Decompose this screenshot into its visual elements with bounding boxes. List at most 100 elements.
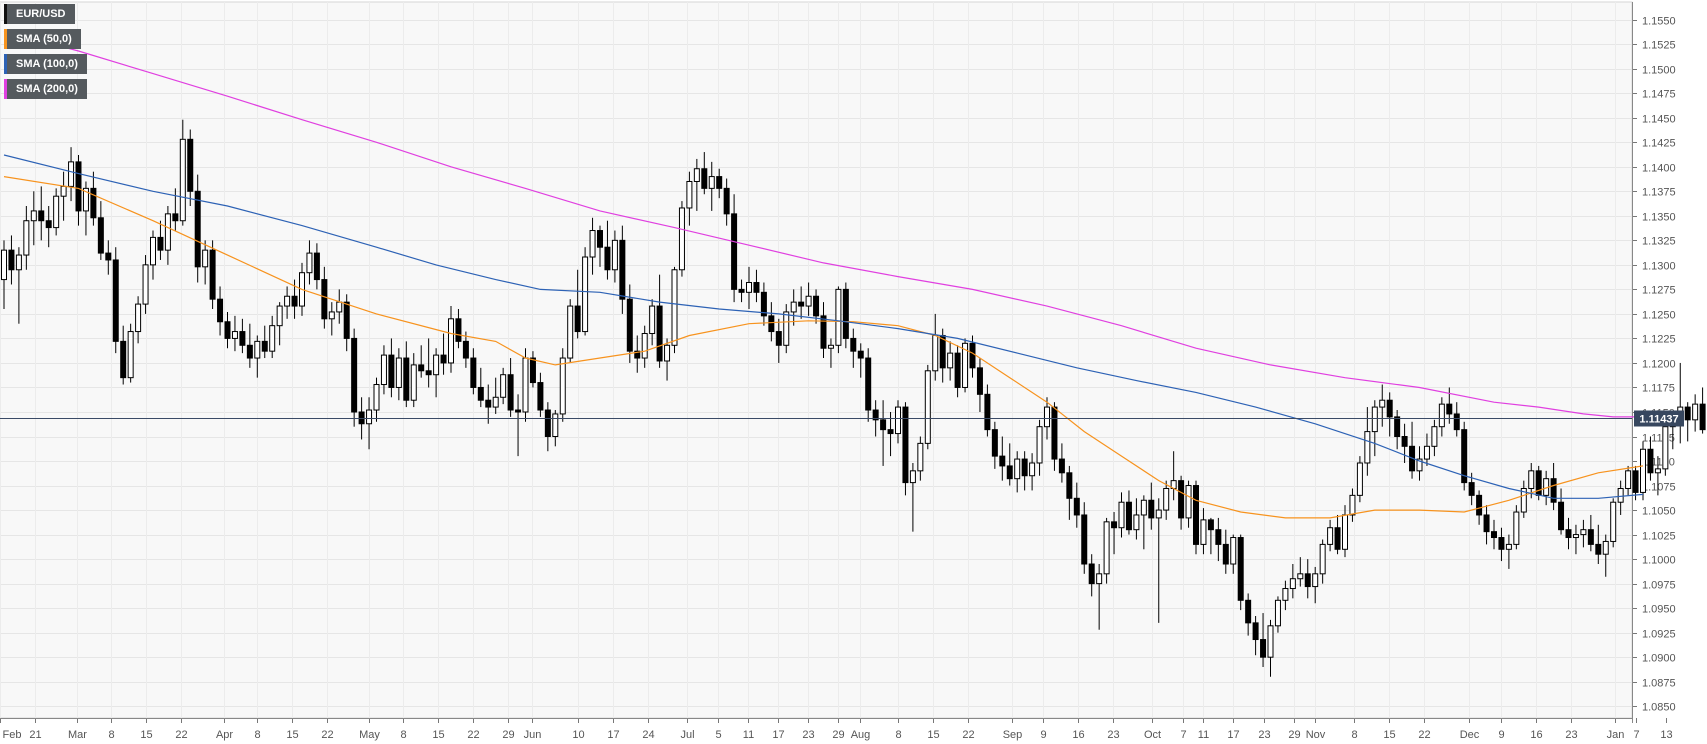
current-price-tag	[1634, 410, 1684, 427]
candle-up	[15, 254, 22, 271]
x-tick-label: 22	[962, 729, 974, 741]
candle-down	[38, 210, 45, 222]
candle-up	[1625, 470, 1632, 489]
x-tick-label: 23	[802, 729, 814, 741]
candle-up	[708, 176, 715, 189]
candle-down	[1021, 458, 1028, 477]
candle-up	[1133, 514, 1140, 531]
candle-up	[1580, 529, 1587, 536]
legend-swatch-sma100	[4, 54, 7, 74]
y-tick-label: 1.1400	[1642, 163, 1676, 175]
legend-item-eurusd[interactable]: EUR/USD	[4, 4, 75, 24]
y-tick-label: 1.1300	[1642, 261, 1676, 273]
candle-down	[902, 406, 909, 484]
candle-down	[105, 252, 112, 261]
candle-up	[68, 161, 75, 187]
y-tick-label: 1.1125	[1642, 433, 1675, 445]
candle-up	[805, 295, 812, 307]
x-tick-label: 11	[1198, 729, 1209, 741]
candle-down	[1178, 480, 1185, 519]
candle-up	[1140, 499, 1147, 516]
legend-item-sma100[interactable]: SMA (100,0)	[4, 54, 87, 74]
x-tick-label: 16	[1072, 729, 1084, 741]
sma-line-1	[3, 154, 1644, 499]
candle-down	[1058, 458, 1065, 474]
candle-down	[760, 291, 767, 317]
candle-up	[269, 325, 276, 352]
candle-down	[544, 409, 551, 438]
candle-down	[656, 305, 663, 362]
x-tick-label: 7	[1633, 729, 1639, 741]
candle-up	[1505, 543, 1512, 550]
candle-down	[1647, 448, 1654, 474]
candle-down	[8, 249, 15, 271]
current-price-label: 1.11437	[1639, 414, 1678, 426]
x-tick-label: Dec	[1460, 729, 1480, 741]
x-tick-label: 22	[321, 729, 333, 741]
candle-up	[202, 249, 209, 268]
x-tick-label: Mar	[68, 729, 87, 741]
candle-up	[30, 210, 37, 222]
candle-up	[1379, 399, 1386, 408]
x-tick-label: 29	[502, 729, 514, 741]
candle-up	[582, 256, 589, 333]
candle-up	[1297, 573, 1304, 580]
candle-up	[380, 354, 387, 386]
candle-down	[537, 382, 544, 411]
candle-down	[969, 342, 976, 369]
x-tick-label: 16	[1530, 729, 1542, 741]
x-tick-label: Jun	[524, 729, 542, 741]
sma-line-0	[3, 176, 1644, 519]
candle-down	[1386, 399, 1393, 418]
x-tick-label: Oct	[1144, 729, 1161, 741]
x-tick-label: Jan	[1607, 729, 1625, 741]
x-tick-label: Feb	[3, 729, 22, 741]
x-tick-label: Jul	[680, 729, 694, 741]
candle-up	[1416, 458, 1423, 472]
x-tick-label: 15	[927, 729, 939, 741]
candle-up	[284, 295, 291, 307]
y-tick-label: 1.1225	[1642, 334, 1676, 346]
candle-up	[1036, 426, 1043, 464]
candle-down	[634, 350, 641, 359]
candle-up	[1185, 485, 1192, 519]
candle-down	[1453, 413, 1460, 431]
candle-up	[1528, 470, 1535, 489]
candle-up	[23, 220, 30, 256]
candle-down	[112, 259, 119, 342]
candle-down	[1565, 529, 1572, 539]
x-tick-label: 22	[467, 729, 479, 741]
candle-up	[1118, 501, 1125, 529]
candle-up	[1289, 578, 1296, 590]
x-tick-label: 13	[1660, 729, 1672, 741]
x-tick-label: 15	[1383, 729, 1395, 741]
candle-down	[388, 354, 395, 388]
candle-down	[425, 370, 432, 376]
x-tick-label: 15	[140, 729, 152, 741]
candle-down	[313, 252, 320, 281]
candle-up	[835, 288, 842, 346]
candle-down	[1222, 543, 1229, 565]
candle-down	[97, 217, 104, 254]
legend-item-sma200[interactable]: SMA (200,0)	[4, 79, 87, 99]
candle-down	[850, 337, 857, 352]
candle-down	[1237, 537, 1244, 601]
y-tick-label: 1.1525	[1642, 40, 1676, 52]
candle-up	[53, 195, 60, 229]
y-tick-label: 1.1175	[1642, 383, 1675, 395]
x-tick-label: 15	[286, 729, 298, 741]
candle-up	[395, 357, 402, 388]
candle-down	[224, 321, 231, 339]
candle-down	[246, 344, 253, 359]
x-tick-label: Aug	[851, 729, 871, 741]
candle-down	[1260, 639, 1267, 658]
legend-item-sma50[interactable]: SMA (50,0)	[4, 29, 81, 49]
candle-up	[179, 138, 186, 222]
candle-down	[976, 367, 983, 395]
sma-line-2	[3, 30, 1643, 418]
candle-up	[552, 413, 559, 438]
candle-up	[686, 180, 693, 209]
candle-down	[1081, 514, 1088, 565]
candle-up	[559, 357, 566, 415]
